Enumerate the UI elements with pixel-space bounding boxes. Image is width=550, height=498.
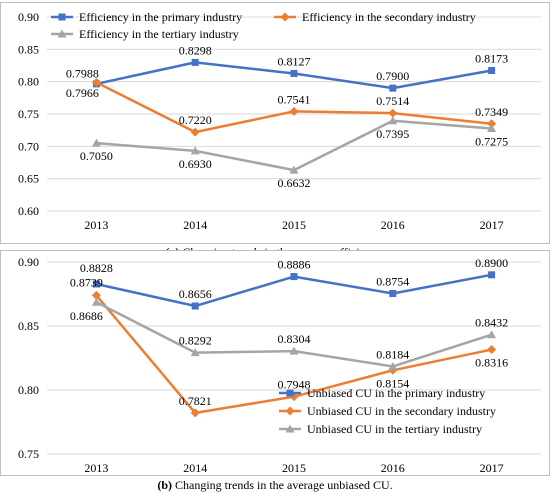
y-tick-label: 0.70 — [18, 139, 39, 153]
data-point-series-1 — [389, 84, 397, 92]
x-tick-label: 2016 — [381, 461, 405, 475]
y-tick-label: 0.85 — [18, 42, 39, 56]
data-label-series-1: 0.8127 — [278, 54, 311, 68]
data-label-series-1: 0.7966 — [66, 86, 99, 100]
unbiased-cu-line-chart: 0.75 0.80 0.85 0.90 2013 2014 2015 2016 2017 0.88… — [18, 255, 541, 475]
y-tick-label: 0.90 — [18, 255, 39, 269]
data-point-series-2 — [190, 408, 200, 418]
data-label-series-3: 0.8184 — [376, 347, 409, 361]
data-point-series-1 — [290, 69, 298, 77]
data-point-series-2 — [91, 290, 101, 300]
data-label-series-2: 0.7349 — [475, 105, 508, 119]
legend-label-2: Unbiased CU in the secondary industry — [307, 404, 496, 418]
data-point-series-2 — [289, 106, 299, 116]
x-tick-label: 2013 — [84, 461, 108, 475]
data-point-series-3 — [91, 297, 101, 306]
chart-panel-a: 0.60 0.65 0.70 0.75 0.80 0.85 0.90 2013 2014 2015… — [0, 2, 550, 244]
data-label-series-2: 0.7514 — [376, 94, 409, 108]
legend-marker-2 — [280, 12, 290, 22]
legend-label-2: Efficiency in the secondary industry — [302, 10, 476, 24]
x-tick-label: 2015 — [282, 461, 306, 475]
data-point-series-3 — [190, 348, 200, 357]
data-label-series-3: 0.6930 — [179, 157, 212, 171]
data-label-series-3: 0.8304 — [278, 332, 311, 346]
caption-b-text: Changing trends in the average unbiased … — [172, 478, 393, 492]
data-label-series-3: 0.8292 — [179, 334, 212, 348]
data-point-series-3 — [487, 124, 497, 133]
data-point-series-1 — [488, 271, 496, 279]
data-label-series-3: 0.7275 — [475, 135, 508, 149]
legend-marker-2 — [285, 406, 295, 416]
legend-marker-3 — [285, 424, 295, 433]
data-label-series-3: 0.6632 — [278, 176, 311, 190]
data-label-series-3: 0.7395 — [376, 127, 409, 141]
legend-label-3: Unbiased CU in the tertiary industry — [307, 422, 482, 436]
data-point-series-1 — [488, 66, 496, 74]
legend-marker-1 — [58, 13, 66, 21]
data-label-series-1: 0.8656 — [179, 287, 212, 301]
y-tick-label: 0.80 — [18, 75, 39, 89]
data-point-series-2 — [487, 119, 497, 129]
data-point-series-1 — [389, 289, 397, 297]
data-label-series-2: 0.7988 — [66, 66, 99, 80]
legend-marker-3 — [57, 29, 67, 38]
chart-panel-b: 0.75 0.80 0.85 0.90 2013 2014 2015 2016 2017 0.88… — [0, 250, 550, 476]
legend-label-1: Unbiased CU in the primary industry — [307, 386, 485, 400]
x-tick-label: 2014 — [183, 218, 207, 232]
data-label-series-1: 0.8298 — [179, 43, 212, 57]
data-label-series-1: 0.8828 — [80, 261, 113, 275]
data-label-series-2: 0.8154 — [376, 376, 409, 390]
data-point-series-3 — [289, 346, 299, 355]
data-point-series-1 — [191, 302, 199, 310]
data-point-series-2 — [487, 345, 497, 355]
efficiency-line-chart: 0.60 0.65 0.70 0.75 0.80 0.85 0.90 2013 2014 2015… — [18, 10, 541, 232]
data-label-series-1: 0.8900 — [475, 256, 508, 270]
data-label-series-2: 0.7541 — [278, 92, 311, 106]
data-point-series-3 — [487, 330, 497, 339]
data-point-series-1 — [92, 280, 100, 288]
data-point-series-1 — [191, 58, 199, 66]
y-tick-label: 0.75 — [18, 107, 39, 121]
data-label-series-2: 0.7821 — [179, 394, 212, 408]
data-label-series-1: 0.7900 — [376, 69, 409, 83]
data-point-series-3 — [388, 116, 398, 125]
data-label-series-2: 0.8739 — [70, 275, 103, 289]
data-point-series-3 — [388, 361, 398, 370]
data-label-series-3: 0.8686 — [70, 309, 103, 323]
legend-label-1: Efficiency in the primary industry — [79, 10, 242, 24]
x-tick-label: 2016 — [381, 218, 405, 232]
y-tick-label: 0.65 — [18, 172, 39, 186]
data-point-series-3 — [289, 165, 299, 174]
data-label-series-2: 0.7220 — [179, 113, 212, 127]
data-point-series-1 — [290, 273, 298, 281]
legend-marker-1 — [286, 389, 294, 397]
series-line-3 — [96, 119, 492, 172]
data-label-series-1: 0.8886 — [278, 258, 311, 272]
y-tick-label: 0.85 — [18, 319, 39, 333]
y-tick-label: 0.80 — [18, 383, 39, 397]
data-label-series-3: 0.8432 — [475, 316, 508, 330]
data-label-series-3: 0.7050 — [80, 149, 113, 163]
caption-b-letter: (b) — [157, 478, 173, 492]
x-tick-label: 2013 — [84, 218, 108, 232]
x-tick-label: 2014 — [183, 461, 207, 475]
legend-label-3: Efficiency in the tertiary industry — [79, 27, 239, 41]
data-point-series-3 — [190, 146, 200, 155]
data-point-series-2 — [388, 365, 398, 375]
y-tick-label: 0.90 — [18, 10, 39, 24]
data-label-series-1: 0.8173 — [475, 51, 508, 65]
y-tick-label: 0.75 — [18, 447, 39, 461]
data-label-series-1: 0.8754 — [376, 274, 409, 288]
x-tick-label: 2017 — [480, 218, 504, 232]
x-tick-label: 2017 — [480, 461, 504, 475]
caption-b: (b) Changing trends in the average unbia… — [0, 478, 550, 493]
data-label-series-2: 0.7948 — [278, 378, 311, 392]
y-tick-label: 0.60 — [18, 204, 39, 218]
data-point-series-2 — [388, 108, 398, 118]
data-point-series-2 — [190, 127, 200, 137]
data-point-series-2 — [91, 77, 101, 87]
x-tick-label: 2015 — [282, 218, 306, 232]
data-point-series-3 — [91, 138, 101, 147]
data-label-series-2: 0.8316 — [475, 356, 508, 370]
